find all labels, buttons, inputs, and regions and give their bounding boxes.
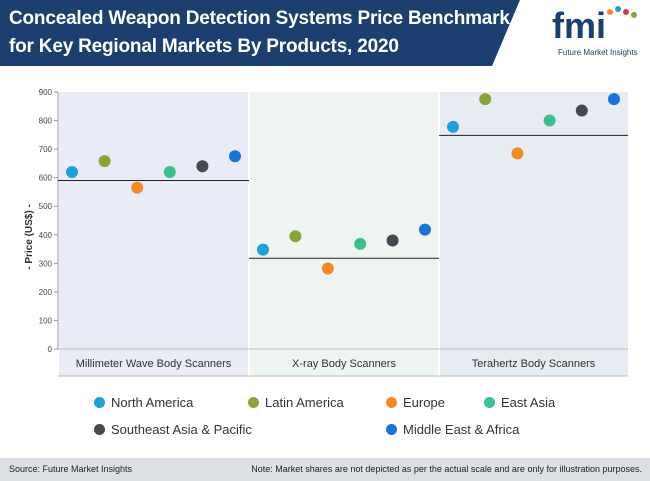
data-point xyxy=(354,237,367,250)
legend-marker xyxy=(94,397,105,408)
y-tick-label: 0 xyxy=(48,345,53,354)
data-point xyxy=(511,147,524,160)
legend-label: Middle East & Africa xyxy=(403,422,520,437)
legend-label: East Asia xyxy=(501,395,556,410)
source-text: Source: Future Market Insights xyxy=(9,464,133,474)
legend-item: Europe xyxy=(386,395,445,410)
chart-legend: North America Latin America Europe East Asi… xyxy=(0,386,650,446)
footer-bar: Source: Future Market Insights Note: Mar… xyxy=(0,458,650,481)
y-tick-label: 700 xyxy=(39,145,53,154)
data-point xyxy=(419,223,431,236)
y-tick-label: 800 xyxy=(39,117,53,126)
y-tick-label: 400 xyxy=(39,231,53,240)
category-panel xyxy=(58,92,249,376)
y-tick-label: 300 xyxy=(39,259,53,268)
data-point xyxy=(447,120,459,133)
legend-marker xyxy=(386,424,397,435)
category-panel xyxy=(249,92,439,376)
data-point xyxy=(229,150,241,163)
data-point xyxy=(608,93,620,106)
logo-subtext: Future Market Insights xyxy=(558,48,638,57)
category-panel xyxy=(439,92,628,376)
data-point xyxy=(543,114,556,127)
legend-item: Latin America xyxy=(248,395,344,410)
legend-marker xyxy=(386,397,397,408)
header-background xyxy=(0,0,650,66)
y-axis-label: - Price (US$) - xyxy=(24,204,35,270)
y-tick-label: 900 xyxy=(39,88,53,97)
price-benchmark-chart: 0 100 200 300 400 500 600 700 800 900 Millimeter … xyxy=(24,88,628,377)
logo-text: fmi xyxy=(552,5,606,46)
data-point xyxy=(575,104,588,117)
legend-item: North America xyxy=(94,395,193,410)
legend-marker xyxy=(94,424,105,435)
data-point xyxy=(257,243,269,256)
category-label: X-ray Body Scanners xyxy=(292,358,396,370)
legend-item: Southeast Asia & Pacific xyxy=(94,422,252,437)
header-banner: Concealed Weapon Detection Systems Price… xyxy=(0,0,650,66)
legend-label: Europe xyxy=(403,395,445,410)
chart-title-line-1: Concealed Weapon Detection Systems Price… xyxy=(9,8,510,29)
y-tick-label: 100 xyxy=(39,316,53,325)
fmi-logo: fmi Future Market Insights xyxy=(552,5,638,57)
y-tick-label: 200 xyxy=(39,288,53,297)
data-point xyxy=(386,234,399,247)
y-tick-label: 600 xyxy=(39,174,53,183)
y-tick-label: 500 xyxy=(39,202,53,211)
legend-item: Middle East & Africa xyxy=(386,422,519,437)
category-label: Terahertz Body Scanners xyxy=(472,358,596,370)
category-label: Millimeter Wave Body Scanners xyxy=(76,358,232,370)
data-point xyxy=(66,165,78,178)
legend-label: Latin America xyxy=(265,395,344,410)
legend-marker xyxy=(484,397,495,408)
legend-marker xyxy=(248,397,259,408)
data-point xyxy=(321,262,334,275)
data-point xyxy=(131,181,144,194)
legend-item: East Asia xyxy=(484,395,555,410)
data-point xyxy=(479,93,492,106)
data-point xyxy=(289,230,302,243)
data-point xyxy=(163,165,176,178)
data-point xyxy=(196,160,209,173)
chart-title-line-2: for Key Regional Markets By Products, 20… xyxy=(9,36,399,57)
legend-label: North America xyxy=(111,395,194,410)
note-text: Note: Market shares are not depicted as … xyxy=(251,464,642,474)
data-point xyxy=(98,155,111,168)
legend-label: Southeast Asia & Pacific xyxy=(111,422,252,437)
